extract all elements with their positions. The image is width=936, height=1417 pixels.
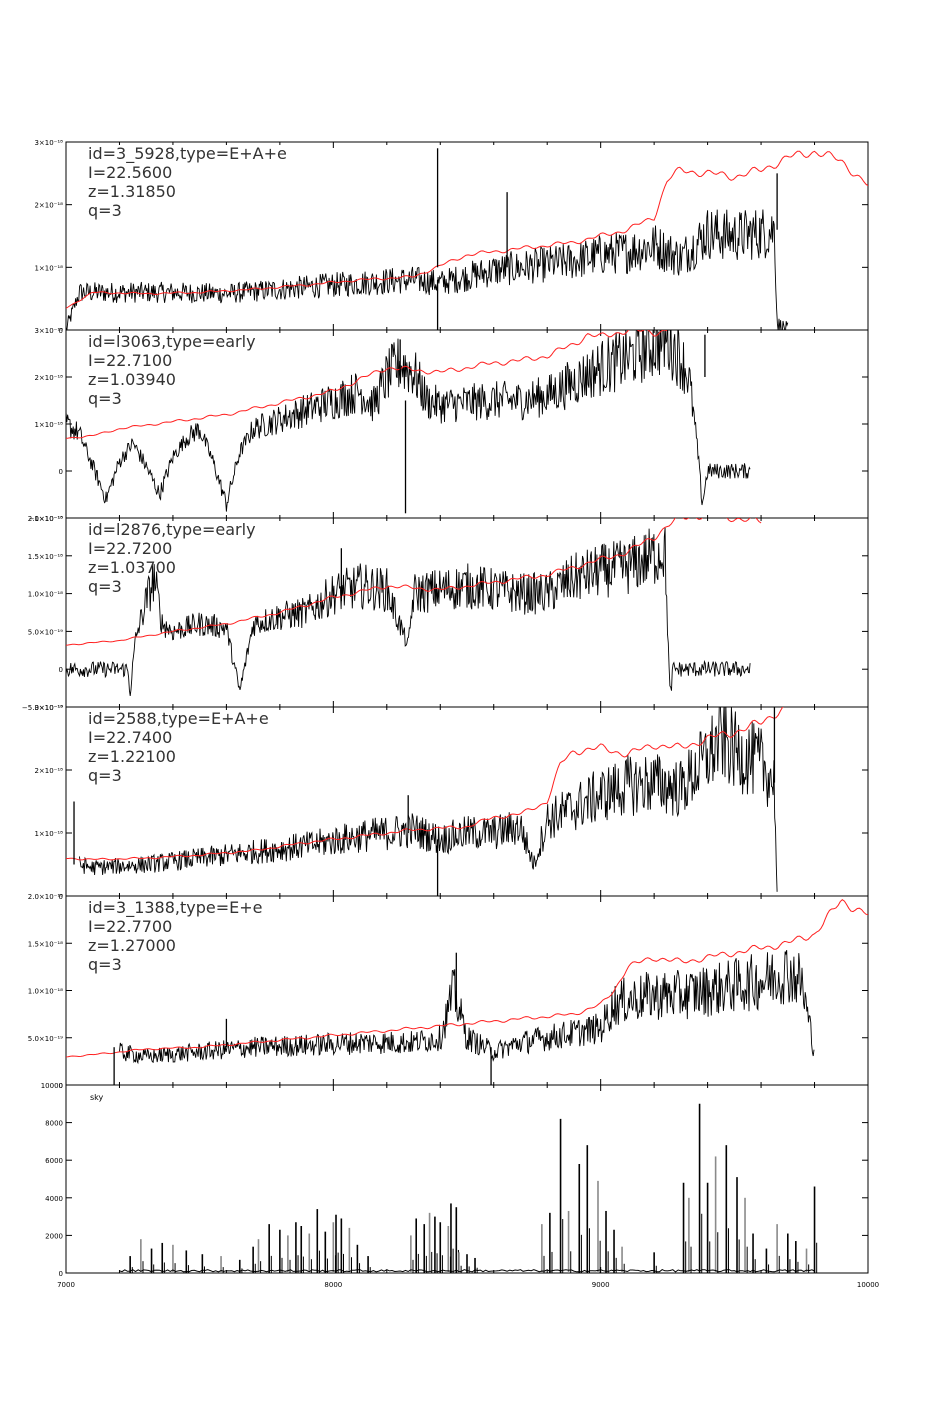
y-tick-label: 0 — [59, 666, 63, 674]
x-tick-label: 8000 — [324, 1281, 342, 1289]
panel-annotation: I=22.5600 — [88, 163, 172, 182]
panel-annotation: I=22.7400 — [88, 728, 172, 747]
panel-annotation: z=1.03700 — [88, 558, 176, 577]
panel-annotation: q=3 — [88, 766, 122, 785]
panel-annotation: z=1.27000 — [88, 936, 176, 955]
template-line — [66, 518, 762, 646]
y-tick-label: 0 — [59, 1082, 63, 1090]
y-tick-label: 3×10⁻¹⁸ — [34, 327, 63, 335]
panel-annotation: I=22.7700 — [88, 917, 172, 936]
y-tick-label: 2×10⁻¹⁸ — [34, 202, 63, 210]
y-tick-label: 2.0×10⁻¹⁸ — [28, 893, 63, 901]
sky-label: sky — [90, 1093, 104, 1102]
panel-5: 0 5.0×10⁻¹⁹ 1.0×10⁻¹⁸ 1.5×10⁻¹⁸ 2.0×10⁻¹⁸ id=… — [28, 893, 869, 1090]
observed-spectrum — [78, 707, 778, 892]
panel-frame — [65, 706, 869, 897]
x-tick-label: 9000 — [592, 1281, 610, 1289]
panel-4: 0 1×10⁻¹⁸ 2×10⁻¹⁸ 3×10⁻¹⁸ id=2588,type=E+A+e… — [34, 704, 869, 901]
x-tick-label: 10000 — [857, 1281, 879, 1289]
plot-area — [66, 707, 784, 896]
panel-annotation: z=1.22100 — [88, 747, 176, 766]
y-tick-label: 10000 — [41, 1082, 63, 1090]
template-line — [66, 330, 668, 439]
y-tick-label: 2.0×10⁻¹⁸ — [28, 515, 63, 523]
sky-continuum — [119, 1269, 815, 1273]
panel-2: −1×10⁻¹⁸ 0 1×10⁻¹⁸ 2×10⁻¹⁸ 3×10⁻¹⁸ id=l3063,t… — [29, 327, 869, 523]
y-tick-label: 1.5×10⁻¹⁸ — [28, 553, 63, 561]
y-tick-label: 8000 — [45, 1120, 63, 1128]
panel-6: 0 2000 4000 6000 8000 10000 7000 8000 9000 10000 s… — [41, 1082, 879, 1289]
y-tick-label: 1.0×10⁻¹⁸ — [28, 988, 63, 996]
y-tick-label: 1×10⁻¹⁸ — [34, 264, 63, 272]
panel-1: 0 1×10⁻¹⁸ 2×10⁻¹⁸ 3×10⁻¹⁸ id=3_5928,type=E+A… — [34, 139, 869, 335]
panel-annotation: q=3 — [88, 389, 122, 408]
y-tick-label: 6000 — [45, 1157, 63, 1165]
y-tick-label: −5.0×10⁻¹⁹ — [22, 704, 63, 712]
panel-3: −5.0×10⁻¹⁹ 0 5.0×10⁻¹⁹ 1.0×10⁻¹⁸ 1.5×10⁻¹⁸ 2.… — [22, 515, 869, 712]
y-tick-label: 0 — [59, 468, 63, 476]
template-line — [66, 707, 784, 861]
y-tick-label: 1.5×10⁻¹⁸ — [28, 940, 63, 948]
y-tick-label: 3×10⁻¹⁸ — [34, 139, 63, 147]
panel-annotation: q=3 — [88, 955, 122, 974]
panel-annotation: I=22.7200 — [88, 539, 172, 558]
panel-annotation: q=3 — [88, 201, 122, 220]
observed-spectrum — [66, 527, 751, 697]
plot-area — [66, 148, 868, 330]
panel-annotation: id=3_1388,type=E+e — [88, 898, 263, 918]
panel-annotation: id=2588,type=E+A+e — [88, 709, 269, 728]
panel-annotation: z=1.03940 — [88, 370, 176, 389]
panel-annotation: id=l2876,type=early — [88, 520, 256, 539]
template-line — [66, 899, 868, 1058]
y-tick-label: 1×10⁻¹⁸ — [34, 830, 63, 838]
panel-annotation: q=3 — [88, 577, 122, 596]
panel-frame — [65, 1084, 869, 1274]
plot-area — [119, 1103, 818, 1273]
y-tick-label: 0 — [59, 327, 63, 335]
y-tick-label: 1.0×10⁻¹⁸ — [28, 591, 63, 599]
plot-area — [66, 330, 751, 514]
panel-annotation: id=3_5928,type=E+A+e — [88, 144, 287, 164]
template-line — [66, 150, 868, 309]
y-tick-label: 0 — [59, 1270, 63, 1278]
y-tick-label: 5.0×10⁻¹⁹ — [28, 628, 63, 636]
panel-annotation: id=l3063,type=early — [88, 332, 256, 351]
y-tick-label: 2×10⁻¹⁸ — [34, 767, 63, 775]
observed-spectrum — [119, 950, 815, 1065]
y-tick-label: 3×10⁻¹⁸ — [34, 704, 63, 712]
panel-annotation: z=1.31850 — [88, 182, 176, 201]
plot-area — [66, 518, 762, 697]
plot-area — [66, 899, 868, 1085]
y-tick-label: 2×10⁻¹⁸ — [34, 374, 63, 382]
y-tick-label: −1×10⁻¹⁸ — [29, 515, 64, 523]
panel-frame — [65, 329, 869, 519]
panel-annotation: I=22.7100 — [88, 351, 172, 370]
y-tick-label: 0 — [59, 893, 63, 901]
y-tick-label: 4000 — [45, 1195, 63, 1203]
y-tick-label: 2000 — [45, 1232, 63, 1240]
y-tick-label: 5.0×10⁻¹⁹ — [28, 1035, 63, 1043]
x-tick-label: 7000 — [57, 1281, 75, 1289]
panel-frame — [65, 895, 869, 1086]
y-tick-label: 1×10⁻¹⁸ — [34, 421, 63, 429]
panel-frame — [65, 517, 869, 708]
observed-spectrum — [66, 209, 789, 330]
observed-spectrum — [66, 330, 751, 512]
